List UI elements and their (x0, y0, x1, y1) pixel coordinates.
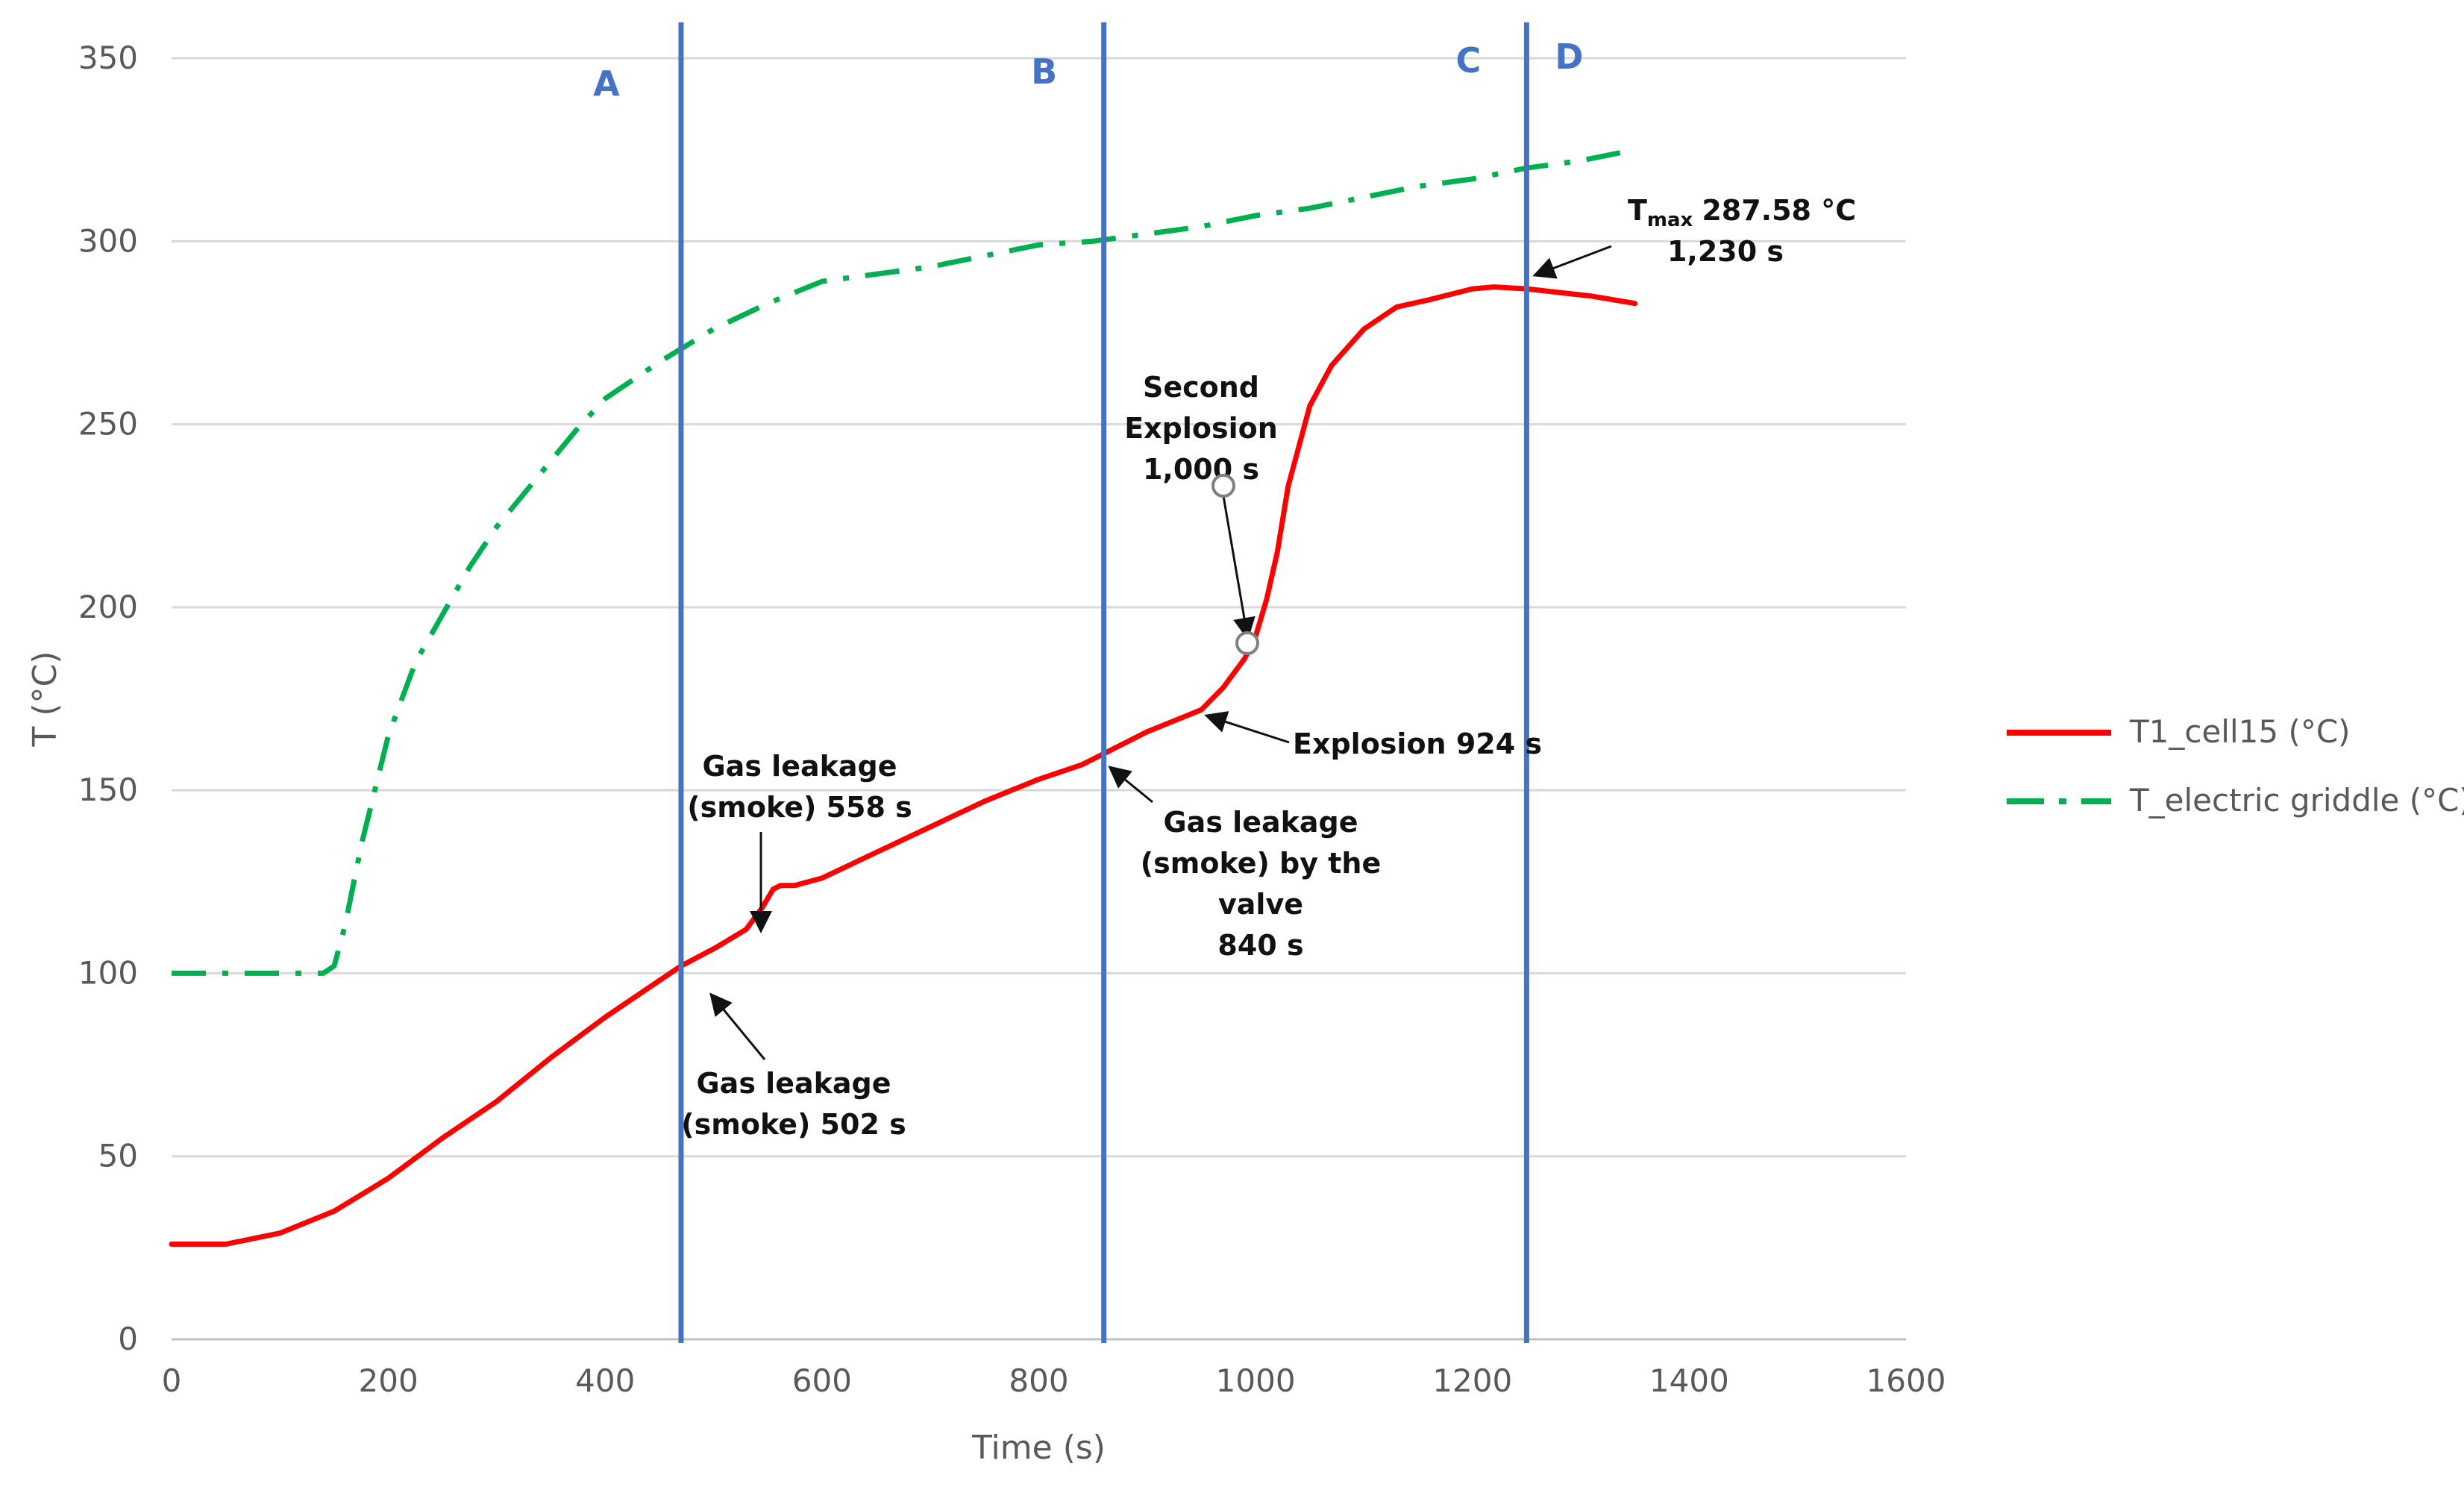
annotation-explosion-924: Explosion 924 s (1204, 711, 1542, 760)
annotation-leak-840-line4: 840 s (1217, 929, 1303, 962)
annotation-second-explosion-line2: Explosion (1124, 412, 1278, 445)
legend-label-electric-griddle: T_electric griddle (°C) (2129, 782, 2464, 818)
y-tick-label-350: 350 (78, 40, 138, 76)
x-tick-label-1000: 1000 (1216, 1362, 1296, 1399)
annotation-leak-840-arrow (1108, 766, 1153, 804)
x-tick-label-600: 600 (792, 1362, 852, 1399)
y-tick-label-150: 150 (78, 771, 138, 808)
gridlines (172, 57, 1906, 1158)
annotation-tmax-symbol: T (1628, 194, 1647, 227)
annotation-explosion-924-text: Explosion 924 s (1293, 727, 1542, 760)
x-tick-label-200: 200 (359, 1362, 418, 1399)
phase-markers: A B C D (593, 22, 1584, 1343)
annotation-leak-558-line1: Gas leakage (702, 750, 897, 783)
annotation-tmax: Tmax 287.58 °C 1,230 s (1532, 194, 1856, 279)
annotation-second-explosion-line3: 1,000 s (1143, 453, 1259, 486)
y-tick-label-0: 0 (118, 1321, 138, 1357)
annotation-second-explosion: Second Explosion 1,000 s (1124, 371, 1278, 655)
x-axis-ticks: 0 200 400 600 800 1000 1200 1400 1600 (162, 1362, 1946, 1399)
y-tick-label-300: 300 (78, 222, 138, 259)
annotation-leak-502-arrow (709, 992, 766, 1060)
x-tick-label-0: 0 (162, 1362, 182, 1399)
x-tick-label-400: 400 (575, 1362, 635, 1399)
x-tick-label-1600: 1600 (1866, 1362, 1946, 1399)
annotation-second-explosion-arrow (1222, 495, 1255, 640)
annotation-leak-840-line2: (smoke) by the (1141, 847, 1382, 880)
legend-item-t1-cell15: T1_cell15 (°C) (2007, 713, 2351, 750)
x-tick-label-800: 800 (1009, 1362, 1068, 1399)
annotation-leak-558-line2: (smoke) 558 s (687, 791, 912, 824)
annotation-second-explosion-marker-top (1211, 474, 1235, 498)
series-layer (169, 147, 1638, 1247)
annotation-tmax-arrow (1532, 245, 1612, 279)
x-axis-title: Time (s) (971, 1429, 1106, 1467)
annotation-leak-502-line1: Gas leakage (696, 1067, 891, 1100)
annotations: Gas leakage (smoke) 502 s Gas leakage (s… (681, 194, 1856, 1141)
annotation-leak-502-line2: (smoke) 502 s (681, 1108, 906, 1141)
x-tick-label-1200: 1200 (1432, 1362, 1512, 1399)
annotation-leak-840-line3: valve (1218, 888, 1303, 921)
annotation-leak-840-line1: Gas leakage (1163, 806, 1358, 839)
annotation-second-explosion-marker-bottom (1235, 631, 1259, 655)
annotation-tmax-subscript: max (1647, 209, 1693, 231)
y-axis-title: T (°C) (26, 651, 64, 748)
annotation-leak-558: Gas leakage (smoke) 558 s (687, 750, 912, 933)
series-line-t1-cell15 (169, 284, 1638, 1247)
series-line-electric-griddle (172, 147, 1636, 976)
annotation-tmax-label: Tmax 287.58 °C (1628, 194, 1856, 231)
legend: T1_cell15 (°C) T_electric griddle (°C) (2007, 713, 2464, 818)
annotation-explosion-924-arrow (1204, 711, 1290, 744)
phase-label-b: B (1031, 51, 1057, 92)
legend-item-electric-griddle: T_electric griddle (°C) (2007, 782, 2464, 818)
y-tick-label-250: 250 (78, 406, 138, 442)
phase-label-a: A (593, 63, 620, 104)
y-tick-label-200: 200 (78, 589, 138, 625)
y-axis-ticks: 0 50 100 150 200 250 300 350 (78, 40, 138, 1357)
x-tick-label-1400: 1400 (1649, 1362, 1729, 1399)
annotation-second-explosion-line1: Second (1143, 371, 1259, 404)
y-tick-label-100: 100 (78, 954, 138, 991)
phase-label-c: C (1456, 40, 1482, 81)
annotation-tmax-time: 1,230 s (1667, 235, 1784, 268)
annotation-tmax-value: 287.58 °C (1702, 194, 1856, 227)
annotation-leak-840: Gas leakage (smoke) by the valve 840 s (1108, 766, 1382, 962)
legend-label-t1-cell15: T1_cell15 (°C) (2129, 713, 2351, 750)
y-tick-label-50: 50 (98, 1138, 138, 1174)
phase-label-d: D (1555, 37, 1583, 77)
annotation-leak-502: Gas leakage (smoke) 502 s (681, 992, 906, 1141)
